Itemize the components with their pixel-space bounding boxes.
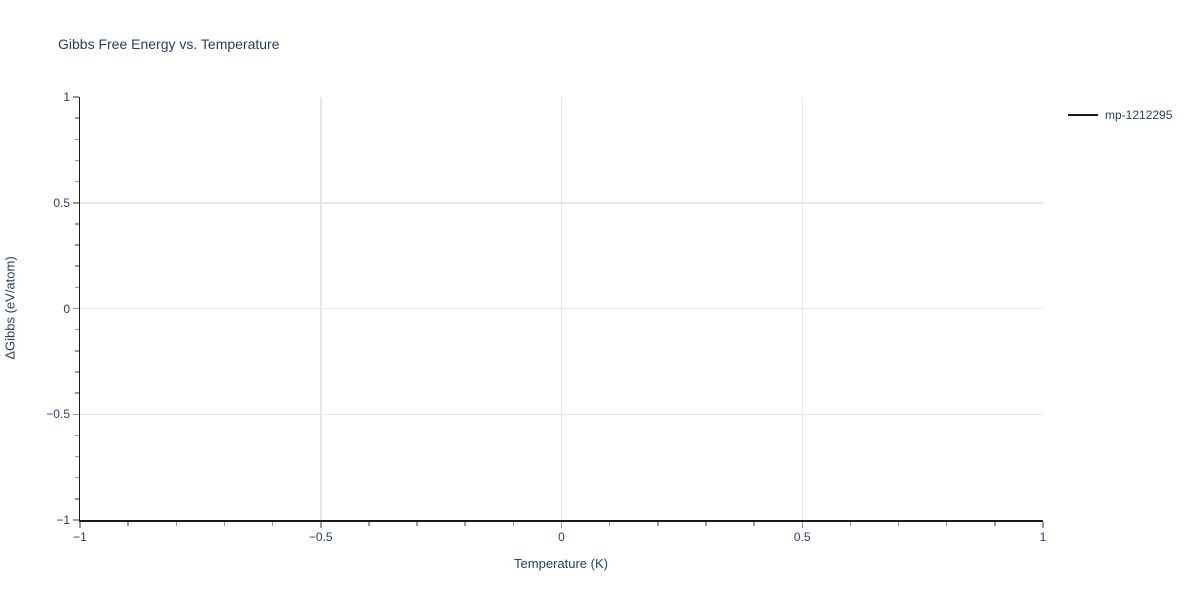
y-tick-label: −1 bbox=[56, 513, 70, 527]
x-minor-tick bbox=[127, 521, 129, 526]
y-major-tick bbox=[72, 307, 79, 310]
y-minor-tick bbox=[74, 455, 79, 458]
y-minor-tick bbox=[74, 498, 79, 500]
y-major-tick bbox=[72, 202, 79, 204]
x-minor-tick bbox=[512, 521, 515, 526]
x-tick-label: 0 bbox=[558, 530, 565, 544]
legend-entry[interactable]: mp-1212295 bbox=[1068, 105, 1172, 124]
horizontal-gridline bbox=[80, 202, 1043, 204]
legend: mp-1212295 bbox=[1068, 105, 1172, 124]
y-minor-tick bbox=[74, 392, 79, 394]
horizontal-gridline bbox=[80, 413, 1043, 415]
x-tick-label: −0.5 bbox=[308, 530, 333, 544]
x-minor-tick bbox=[994, 521, 996, 526]
y-axis-line bbox=[78, 97, 80, 522]
x-minor-tick bbox=[608, 521, 611, 526]
y-minor-tick bbox=[74, 138, 79, 141]
horizontal-gridline bbox=[80, 307, 1043, 310]
y-tick-label: 0 bbox=[63, 301, 70, 316]
x-minor-tick bbox=[753, 521, 755, 526]
y-major-tick bbox=[72, 96, 79, 98]
y-minor-tick bbox=[74, 244, 79, 246]
y-minor-tick bbox=[74, 159, 79, 162]
x-minor-tick bbox=[175, 521, 178, 526]
x-tick-label: −1 bbox=[73, 530, 87, 544]
x-minor-tick bbox=[657, 521, 659, 526]
x-minor-tick bbox=[705, 521, 707, 526]
y-major-tick bbox=[72, 519, 79, 521]
y-tick-label: 0.5 bbox=[53, 195, 70, 210]
x-major-tick bbox=[1042, 521, 1044, 528]
legend-label: mp-1212295 bbox=[1105, 107, 1173, 122]
x-major-tick bbox=[320, 521, 322, 528]
y-minor-tick bbox=[74, 476, 79, 479]
y-tick-label: −0.5 bbox=[46, 407, 70, 422]
y-minor-tick bbox=[74, 223, 79, 225]
y-minor-tick bbox=[74, 286, 79, 289]
x-minor-tick bbox=[849, 521, 852, 526]
x-axis-title: Temperature (K) bbox=[514, 556, 608, 571]
plot-area[interactable]: −1 −0.5 0 0.5 1 −1 −0.5 0 0.5 1 bbox=[46, 90, 1046, 544]
legend-line-swatch bbox=[1068, 113, 1098, 116]
y-major-tick bbox=[72, 413, 79, 415]
x-minor-tick bbox=[897, 521, 900, 526]
x-tick-label: 0.5 bbox=[793, 530, 811, 544]
x-axis-line bbox=[78, 520, 1043, 522]
x-minor-tick bbox=[223, 521, 226, 526]
y-tick-label: 1 bbox=[63, 90, 70, 104]
y-minor-tick bbox=[74, 434, 79, 437]
x-major-tick bbox=[79, 521, 81, 528]
x-major-tick bbox=[801, 521, 803, 528]
x-minor-tick bbox=[368, 521, 370, 526]
x-minor-tick bbox=[464, 521, 466, 526]
y-minor-tick bbox=[74, 371, 79, 373]
chart-title: Gibbs Free Energy vs. Temperature bbox=[58, 36, 280, 52]
y-minor-tick bbox=[74, 328, 79, 331]
x-minor-tick bbox=[416, 521, 418, 526]
y-minor-tick bbox=[74, 117, 79, 119]
y-axis-title: ΔGibbs (eV/atom) bbox=[2, 256, 18, 360]
x-minor-tick bbox=[945, 521, 948, 526]
x-tick-label: 1 bbox=[1039, 530, 1047, 544]
y-minor-tick bbox=[74, 350, 79, 352]
x-minor-tick bbox=[271, 521, 274, 526]
x-major-tick bbox=[560, 521, 563, 528]
y-minor-tick bbox=[74, 265, 79, 267]
y-minor-tick bbox=[74, 180, 79, 183]
